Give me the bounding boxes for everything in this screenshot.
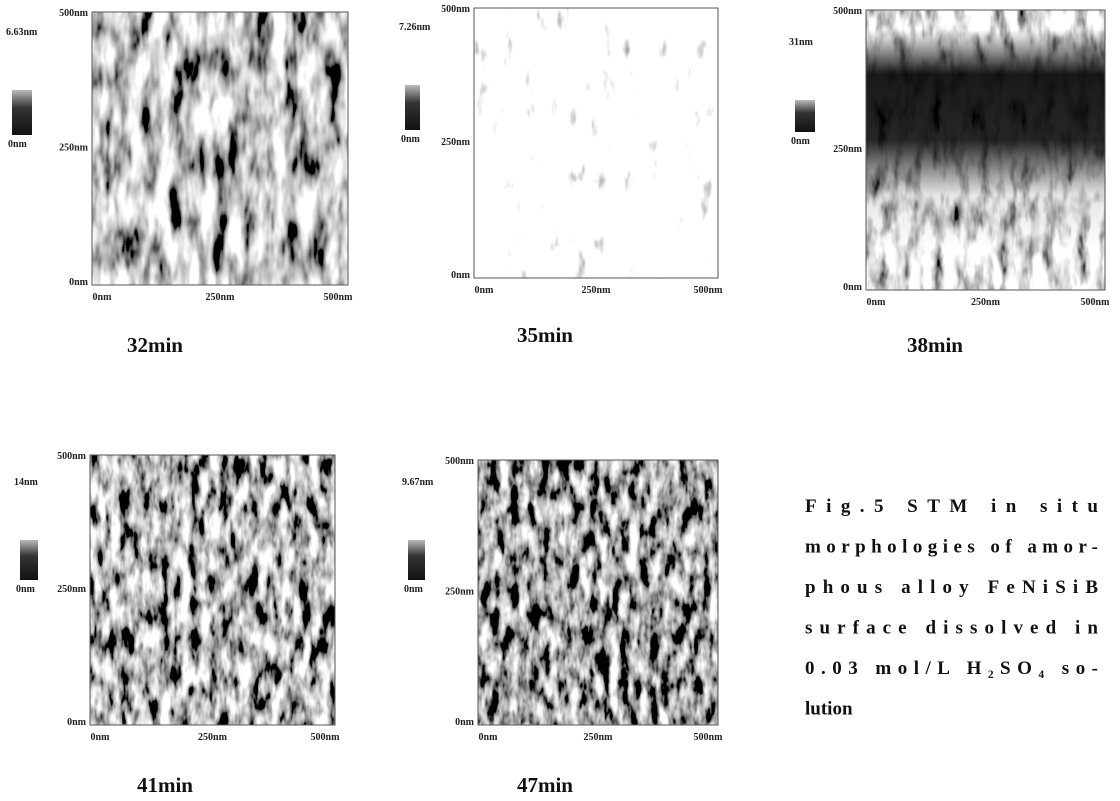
y-axis-label: 0nm (67, 717, 87, 728)
scale-min: 0nm (16, 584, 36, 595)
scale-max: 7.26nm (399, 22, 431, 33)
x-axis-label: 250nm (971, 297, 1001, 308)
color-bar (405, 85, 420, 130)
x-axis-label: 500nm (311, 732, 341, 743)
stm-panel: 7.26nm 0nm 500nm 250nm 0nm 0nm 250nm 500nm 35min (399, 4, 723, 347)
y-axis-label: 250nm (833, 144, 863, 155)
stm-panel: 14nm 0nm 500nm 250nm 0nm 0nm 250nm 500nm 41min (14, 451, 340, 797)
time-label: 41min (137, 773, 193, 797)
scale-min: 0nm (404, 584, 424, 595)
caption: Fig.5 STM in situ morphologies of amor-ph… (805, 496, 1098, 720)
caption-line: morphologies of amor- (805, 537, 1098, 558)
time-label: 35min (517, 323, 573, 347)
x-axis-label: 0nm (867, 297, 887, 308)
x-axis-label: 0nm (91, 732, 111, 743)
y-axis-label: 500nm (59, 8, 89, 19)
caption-line: surface dissolved in (805, 618, 1098, 639)
y-axis-label: 0nm (455, 717, 475, 728)
caption-line: lution (805, 699, 853, 720)
stm-image (90, 455, 335, 725)
x-axis-label: 0nm (479, 732, 499, 743)
y-axis-label: 500nm (441, 4, 471, 15)
x-axis-label: 500nm (324, 292, 354, 303)
color-bar (408, 540, 425, 580)
caption-line: phous alloy FeNiSiB (805, 577, 1098, 598)
y-axis-label: 0nm (843, 282, 863, 293)
y-axis-label: 250nm (57, 584, 87, 595)
time-label: 38min (907, 333, 963, 357)
caption-line: Fig.5 STM in situ (805, 496, 1098, 517)
y-axis-label: 250nm (59, 143, 89, 154)
y-axis-label: 500nm (57, 451, 87, 462)
y-axis-label: 250nm (445, 587, 475, 598)
caption-line: 0.03 mol/L H₂SO₄ so- (805, 658, 1098, 679)
y-axis-label: 500nm (445, 456, 475, 467)
time-label: 32min (127, 333, 183, 357)
image-frame (477, 459, 719, 726)
image-frame (91, 11, 349, 286)
image-frame (89, 454, 336, 726)
scale-max: 31nm (789, 37, 814, 48)
x-axis-label: 500nm (694, 285, 724, 296)
x-axis-label: 500nm (694, 732, 724, 743)
scale-max: 14nm (14, 477, 39, 488)
y-axis-label: 500nm (833, 6, 863, 17)
time-label: 47min (517, 773, 573, 797)
stm-panel: 6.63nm 0nm 500nm 250nm 0nm 0nm 250nm 500nm 32min (6, 8, 353, 357)
x-axis-label: 0nm (93, 292, 113, 303)
x-axis-label: 250nm (206, 292, 236, 303)
image-frame (865, 9, 1106, 291)
image-frame (473, 7, 719, 279)
scale-max: 6.63nm (6, 27, 38, 38)
color-bar (12, 90, 32, 135)
y-axis-label: 0nm (69, 277, 89, 288)
y-axis-label: 0nm (451, 270, 471, 281)
scale-min: 0nm (791, 136, 811, 147)
scale-min: 0nm (401, 134, 421, 145)
stm-image (92, 12, 348, 285)
x-axis-label: 250nm (198, 732, 228, 743)
scale-max: 9.67nm (402, 477, 434, 488)
x-axis-label: 250nm (582, 285, 612, 296)
stm-panel: 31nm 0nm 500nm 250nm 0nm 0nm 250nm 500nm 38min (789, 6, 1110, 357)
scale-min: 0nm (8, 139, 28, 150)
color-bar (20, 540, 38, 580)
color-bar (795, 100, 815, 132)
stm-image (478, 460, 718, 725)
x-axis-label: 500nm (1081, 297, 1111, 308)
dark-band (866, 30, 1105, 250)
panels: 6.63nm 0nm 500nm 250nm 0nm 0nm 250nm 500nm 32min… (6, 4, 1110, 797)
x-axis-label: 0nm (475, 285, 495, 296)
y-axis-label: 250nm (441, 137, 471, 148)
stm-panel: 9.67nm 0nm 500nm 250nm 0nm 0nm 250nm 500nm 47min (402, 456, 723, 797)
x-axis-label: 250nm (584, 732, 614, 743)
stm-image (474, 8, 718, 278)
